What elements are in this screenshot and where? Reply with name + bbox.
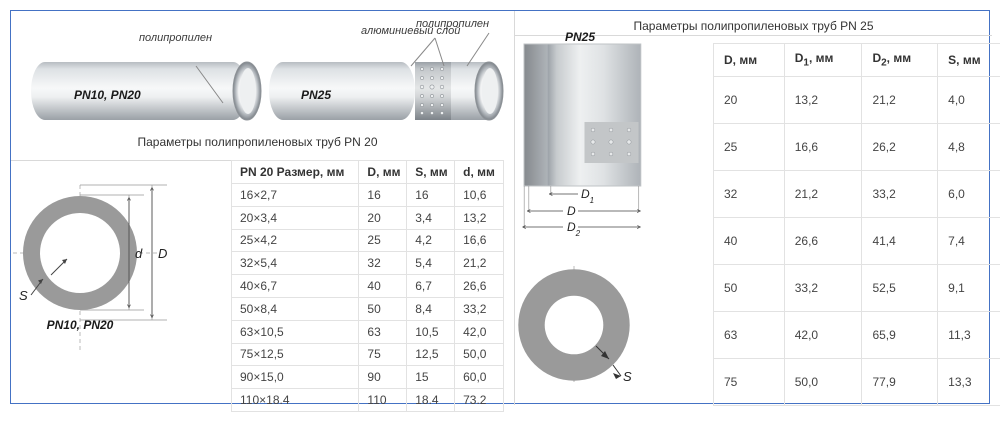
svg-text:PN25: PN25: [301, 88, 331, 102]
svg-text:D: D: [158, 246, 167, 261]
svg-text:PN10, PN20: PN10, PN20: [74, 88, 141, 102]
svg-text:полипропилен: полипропилен: [139, 32, 212, 44]
svg-text:D: D: [567, 204, 576, 218]
svg-text:полипропилен: полипропилен: [416, 18, 489, 30]
svg-text:d: d: [135, 246, 143, 261]
svg-text:D2: D2: [567, 220, 581, 238]
svg-text:PN25: PN25: [565, 30, 595, 44]
svg-text:S: S: [623, 369, 632, 384]
svg-text:S: S: [19, 288, 28, 303]
svg-text:PN10, PN20: PN10, PN20: [47, 318, 114, 332]
svg-text:D1: D1: [581, 187, 594, 205]
